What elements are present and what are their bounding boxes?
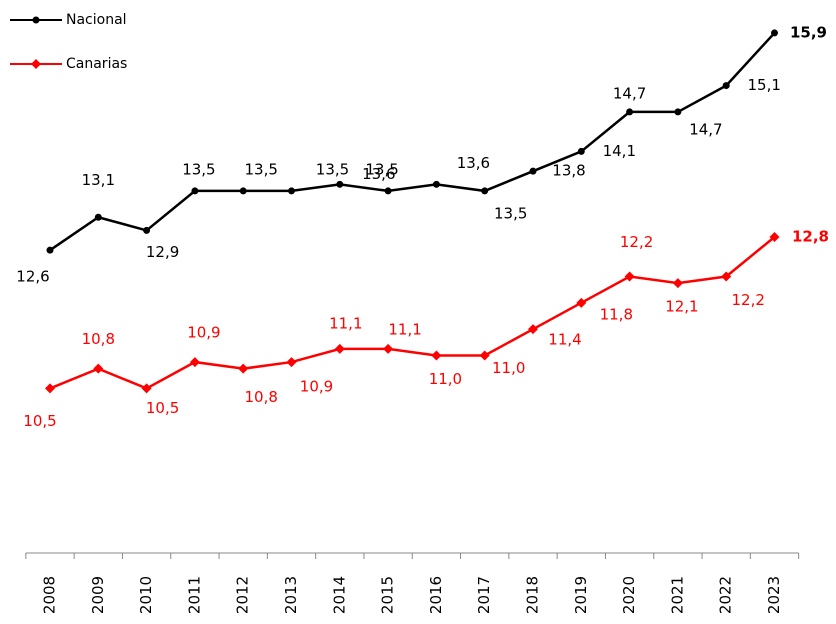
data-label: 11,0 <box>492 359 525 377</box>
data-label: 12,8 <box>792 228 829 246</box>
x-tick-label: 2019 <box>572 576 590 614</box>
data-label: 14,7 <box>613 84 646 102</box>
point <box>577 147 585 155</box>
data-label: 15,1 <box>747 76 780 94</box>
data-label: 13,8 <box>552 162 585 180</box>
x-tick-label: 2018 <box>524 576 542 614</box>
data-label: 13,5 <box>244 160 277 178</box>
legend-label: Nacional <box>66 12 127 28</box>
point <box>93 363 104 374</box>
x-tick-label: 2011 <box>185 576 203 614</box>
data-label: 12,2 <box>620 233 653 251</box>
point <box>674 108 682 116</box>
data-label: 15,9 <box>790 23 827 41</box>
point <box>238 363 249 374</box>
legend-marker <box>32 16 40 24</box>
data-label: 13,5 <box>365 160 398 178</box>
data-label: 11,8 <box>600 305 633 323</box>
point <box>771 29 778 37</box>
x-tick-label: 2016 <box>427 576 445 614</box>
data-label: 10,5 <box>23 412 56 430</box>
data-label: 13,6 <box>457 154 490 172</box>
point <box>143 226 151 234</box>
point <box>626 108 634 116</box>
data-label: 13,6 <box>362 165 395 183</box>
point <box>45 383 55 394</box>
series-line <box>49 236 776 390</box>
data-label: 12,1 <box>665 298 698 316</box>
point <box>286 357 297 368</box>
x-tick-label: 2010 <box>137 576 155 614</box>
x-tick-label: 2008 <box>41 576 59 614</box>
data-label: 10,8 <box>82 330 115 348</box>
x-tick-label: 2021 <box>668 576 686 614</box>
data-label: 14,7 <box>689 120 722 138</box>
data-label: 12,2 <box>731 291 764 309</box>
point <box>529 167 537 175</box>
data-label: 13,1 <box>82 171 115 189</box>
data-label: 12,6 <box>16 268 49 286</box>
data-label: 10,5 <box>146 399 179 417</box>
point <box>721 271 732 282</box>
point <box>576 297 587 308</box>
point <box>383 343 394 354</box>
point <box>189 357 200 368</box>
legend-marker <box>31 59 41 69</box>
point <box>384 187 392 195</box>
x-tick-label: 2023 <box>765 576 783 614</box>
x-tick-label: 2009 <box>89 576 107 614</box>
x-tick-label: 2022 <box>717 576 735 614</box>
point <box>239 187 247 195</box>
point <box>481 187 489 195</box>
point <box>141 383 152 394</box>
x-tick-label: 2013 <box>282 576 300 614</box>
point <box>769 232 780 242</box>
data-label: 10,8 <box>244 388 277 406</box>
x-tick-label: 2012 <box>234 576 252 614</box>
point <box>432 180 440 188</box>
data-label: 11,4 <box>548 331 581 349</box>
x-tick-label: 2017 <box>475 576 493 614</box>
point <box>94 213 102 221</box>
x-tick-label: 2014 <box>330 576 348 614</box>
point <box>191 187 199 195</box>
data-label: 10,9 <box>300 378 333 396</box>
point <box>431 350 442 361</box>
point <box>528 324 538 335</box>
data-label: 13,5 <box>494 204 527 222</box>
data-label: 13,5 <box>316 160 349 178</box>
point <box>479 350 490 361</box>
data-label: 10,9 <box>187 324 220 342</box>
data-label: 11,1 <box>388 320 421 338</box>
point <box>336 180 344 188</box>
legend-label: Canarias <box>66 56 127 72</box>
point <box>288 187 295 195</box>
x-tick-label: 2020 <box>620 576 638 614</box>
data-label: 11,0 <box>429 370 462 388</box>
point <box>672 278 683 289</box>
point <box>46 246 54 254</box>
data-label: 11,1 <box>329 314 362 332</box>
data-label: 12,9 <box>146 243 179 261</box>
point <box>624 271 635 282</box>
point <box>722 82 730 90</box>
data-label: 14,1 <box>603 142 636 160</box>
point <box>334 343 345 354</box>
x-tick-label: 2015 <box>379 576 397 614</box>
series-line <box>49 32 776 252</box>
data-label: 13,5 <box>182 160 215 178</box>
